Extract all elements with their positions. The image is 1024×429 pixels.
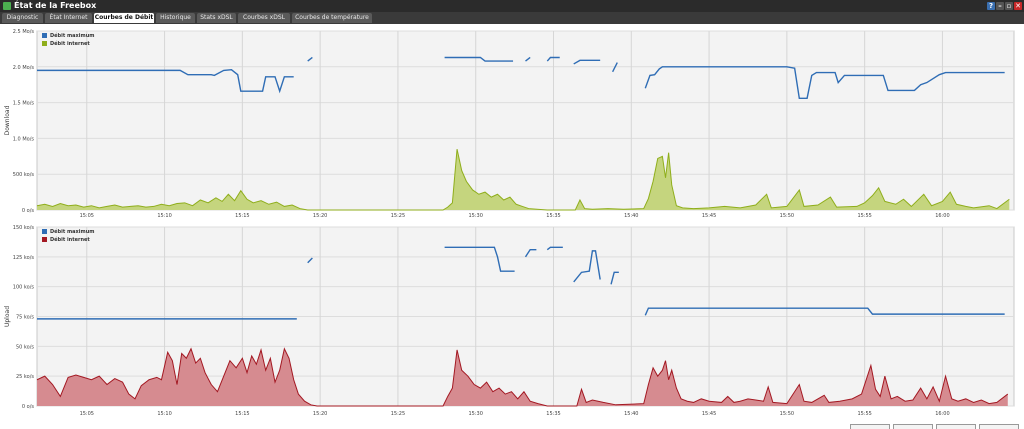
tab-etat-internet[interactable]: État Internet [45,13,92,23]
upload-chart-panel: 150 ko/s 125 ko/s 100 ko/s 75 ko/s 50 ko/s 25… [0,222,1024,424]
tab-bar: Diagnostic État Internet Courbes de Débi… [0,12,1024,24]
download-max-line-segment [37,68,294,94]
upload-chart: 150 ko/s 125 ko/s 100 ko/s 75 ko/s 50 ko/s 25… [4,225,1015,417]
upload-max-line-segment [524,248,537,258]
upload-x-tick-label: 15:25 [391,411,405,417]
help-button[interactable]: ? [987,2,995,10]
upload-legend-swatch [42,237,47,242]
upload-y-axis-label: Upload [4,306,11,327]
upload-legend-label: Débit maximum [50,228,94,235]
minimize-button[interactable]: – [996,2,1004,10]
upload-y-tick-label: 100 ko/s [13,285,35,291]
upload-y-tick-label: 0 o/s [22,404,35,410]
upload-max-line-segment [573,250,601,283]
download-y-tick-label: 0 o/s [22,208,35,214]
download-y-tick-label: 2.5 Mo/s [13,29,35,35]
download-y-tick-label: 1.5 Mo/s [13,101,35,107]
download-max-line-segment [307,56,313,62]
download-legend-swatch [42,33,47,38]
download-y-tick-label: 1.0 Mo/s [13,136,35,142]
upload-x-tick-label: 15:30 [469,411,483,417]
upload-legend-swatch [42,229,47,234]
download-max-line-segment [611,62,618,73]
upload-x-tick-label: 15:40 [624,411,638,417]
upload-max-line-segment [307,257,313,264]
upload-legend-label: Débit internet [50,236,90,243]
download-y-tick-label: 2.0 Mo/s [13,65,35,71]
download-legend-label: Débit maximum [50,32,94,39]
download-x-tick-label: 15:05 [80,213,94,219]
upload-internet-area [37,348,1008,406]
window-title: État de la Freebox [14,1,97,10]
title-bar: État de la Freebox ? – ▫ ✕ [0,0,1024,12]
upload-x-tick-label: 15:45 [702,411,716,417]
upload-y-tick-label: 150 ko/s [13,225,35,231]
upload-y-tick-label: 75 ko/s [16,315,34,321]
upload-x-tick-label: 16:00 [935,411,949,417]
download-max-line-segment [444,56,514,62]
download-chart-panel: 2.5 Mo/s 2.0 Mo/s 1.5 Mo/s 1.0 Mo/s 500 ko/s… [0,24,1024,222]
freebox-logo-icon [3,2,11,10]
upload-internet-line [36,347,1009,407]
download-x-tick-label: 15:40 [624,213,638,219]
close-button[interactable]: ✕ [1014,2,1022,10]
download-x-tick-label: 15:30 [469,213,483,219]
download-y-tick-label: 500 ko/s [13,172,35,178]
download-x-tick-label: 15:10 [157,213,171,219]
tab-courbes-de-debit[interactable]: Courbes de Débit [94,13,154,23]
download-x-tick-label: 15:50 [780,213,794,219]
download-x-tick-label: 16:00 [935,213,949,219]
download-plot-area [36,30,1015,211]
download-x-tick-label: 15:35 [546,213,560,219]
tab-courbes-de-temperature[interactable]: Courbes de température [292,13,372,23]
download-x-tick-label: 15:45 [702,213,716,219]
upload-max-line-segment [546,246,563,251]
download-max-line-segment [525,56,531,62]
download-y-axis-label: Download [4,105,11,135]
upload-x-tick-label: 15:20 [313,411,327,417]
upload-y-tick-label: 50 ko/s [16,344,34,350]
tab-diagnostic[interactable]: Diagnostic [2,13,43,23]
upload-max-line-segment [644,307,1005,316]
tab-stats-xdsl[interactable]: Stats xDSL [197,13,236,23]
download-legend-swatch [42,41,47,46]
upload-x-tick-label: 15:50 [780,411,794,417]
download-max-line-segment [573,59,601,65]
tab-courbes-xdsl[interactable]: Courbes xDSL [238,13,290,23]
upload-x-tick-label: 15:35 [546,411,560,417]
download-max-line-segment [644,66,1005,100]
upload-y-tick-label: 125 ko/s [13,255,35,261]
upload-x-tick-label: 15:15 [235,411,249,417]
upload-y-tick-label: 25 ko/s [16,374,34,380]
download-max-line-segment [546,56,560,62]
download-x-tick-label: 15:20 [313,213,327,219]
tab-historique[interactable]: Historique [156,13,195,23]
upload-max-line-segment [610,271,619,285]
upload-max-line-segment [444,246,515,272]
upload-x-tick-label: 15:05 [80,411,94,417]
upload-x-tick-label: 15:10 [157,411,171,417]
maximize-button[interactable]: ▫ [1005,2,1013,10]
download-x-tick-label: 15:15 [235,213,249,219]
download-internet-line [36,149,1010,211]
download-x-tick-label: 15:25 [391,213,405,219]
upload-x-tick-label: 15:55 [857,411,871,417]
download-x-tick-label: 15:55 [857,213,871,219]
download-legend-label: Débit internet [50,40,90,47]
download-chart: 2.5 Mo/s 2.0 Mo/s 1.5 Mo/s 1.0 Mo/s 500 ko/s… [4,29,1015,219]
